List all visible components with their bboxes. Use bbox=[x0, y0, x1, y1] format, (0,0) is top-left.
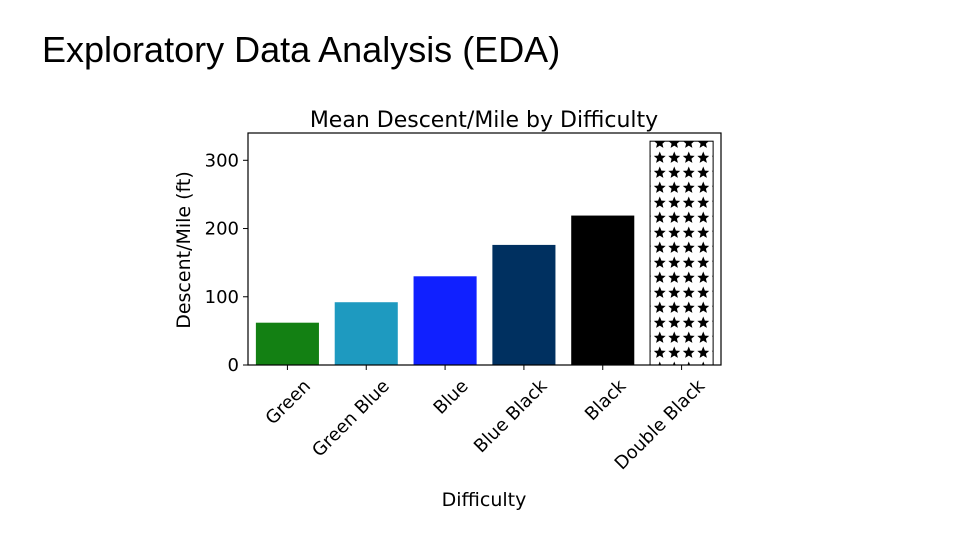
bar-green-blue bbox=[334, 302, 398, 365]
x-tick-label: Blue bbox=[430, 376, 473, 419]
y-tick-label: 200 bbox=[205, 219, 239, 240]
x-tick-label: Blue Black bbox=[470, 375, 552, 457]
y-axis-label: Descent/Mile (ft) bbox=[173, 171, 195, 329]
bar-double-black bbox=[649, 140, 714, 366]
x-tick-label: Green bbox=[262, 376, 315, 429]
slide-title: Exploratory Data Analysis (EDA) bbox=[42, 29, 561, 70]
y-tick-label: 100 bbox=[205, 287, 239, 308]
bar-blue-black bbox=[492, 244, 556, 365]
y-tick-label: 300 bbox=[205, 150, 239, 171]
plot-frame bbox=[247, 132, 722, 366]
x-tick-label: Black bbox=[581, 375, 631, 425]
x-axis-label: Difficulty bbox=[442, 489, 527, 511]
y-axis: 0 100 200 300 bbox=[205, 150, 248, 376]
bar-green bbox=[255, 322, 319, 365]
bars bbox=[255, 140, 714, 366]
chart-title: Mean Descent/Mile by Difficulty bbox=[310, 108, 658, 133]
x-tick-label: Green Blue bbox=[308, 376, 394, 462]
y-tick-label: 0 bbox=[228, 355, 239, 376]
bar-black bbox=[571, 215, 635, 365]
bar-blue bbox=[413, 276, 477, 365]
